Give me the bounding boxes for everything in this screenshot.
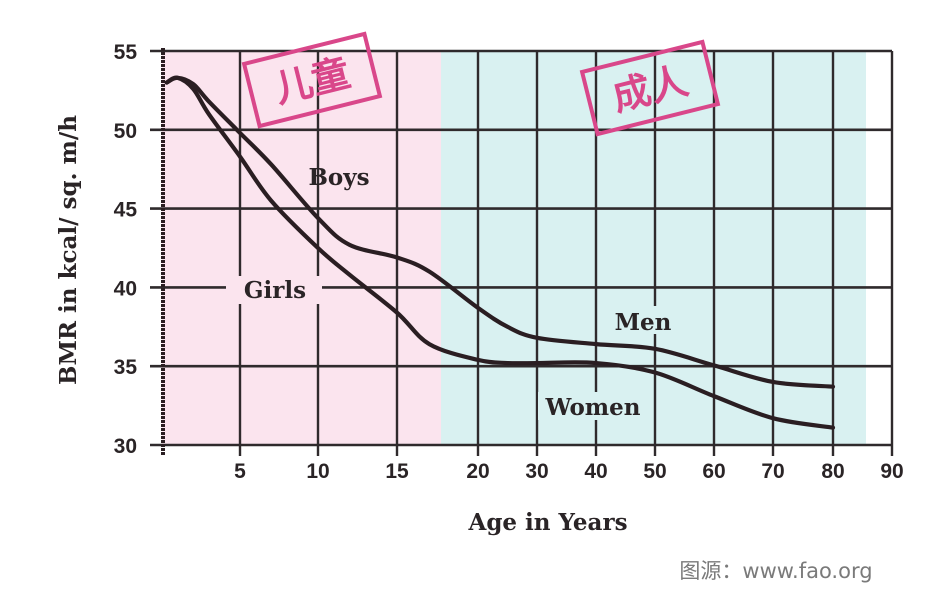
y-tick-label: 50 [114, 120, 137, 143]
y-tick-label: 55 [114, 41, 138, 64]
x-tick-label: 80 [821, 460, 844, 483]
curves [164, 75, 836, 430]
label-boys: Boys [308, 164, 369, 191]
x-tick-label: 50 [643, 460, 666, 483]
stamp-border [241, 31, 383, 129]
series-line-boys-men [164, 75, 836, 389]
x-tick-labels: 5 10 15 20 30 40 50 60 70 80 90 [234, 460, 904, 483]
x-tick-label: 5 [234, 460, 246, 483]
label-women: Women [545, 394, 641, 421]
x-tick-label: 40 [584, 460, 607, 483]
stamp-border [579, 39, 721, 137]
label-men: Men [615, 309, 672, 336]
label-girls: Girls [244, 277, 306, 304]
x-tick-label: 20 [466, 460, 489, 483]
y-tick-label: 40 [114, 277, 137, 300]
y-tick-label: 30 [114, 435, 137, 458]
x-tick-label: 10 [306, 460, 329, 483]
y-axis-title: BMR in kcal/ sq. m/h [55, 115, 82, 385]
y-tick-labels: 55 50 45 40 35 30 [114, 41, 138, 458]
y-tick-label: 45 [114, 199, 138, 222]
x-tick-label: 15 [385, 460, 409, 483]
x-tick-label: 30 [525, 460, 548, 483]
source-credit: 图源：www.fao.org [679, 559, 872, 583]
x-axis-title: Age in Years [467, 509, 627, 536]
x-tick-label: 70 [761, 460, 784, 483]
region-adults [441, 51, 866, 445]
y-tick-label: 35 [114, 356, 138, 379]
series-line-girls-women [164, 75, 836, 430]
x-tick-label: 90 [880, 460, 903, 483]
x-tick-label: 60 [702, 460, 725, 483]
